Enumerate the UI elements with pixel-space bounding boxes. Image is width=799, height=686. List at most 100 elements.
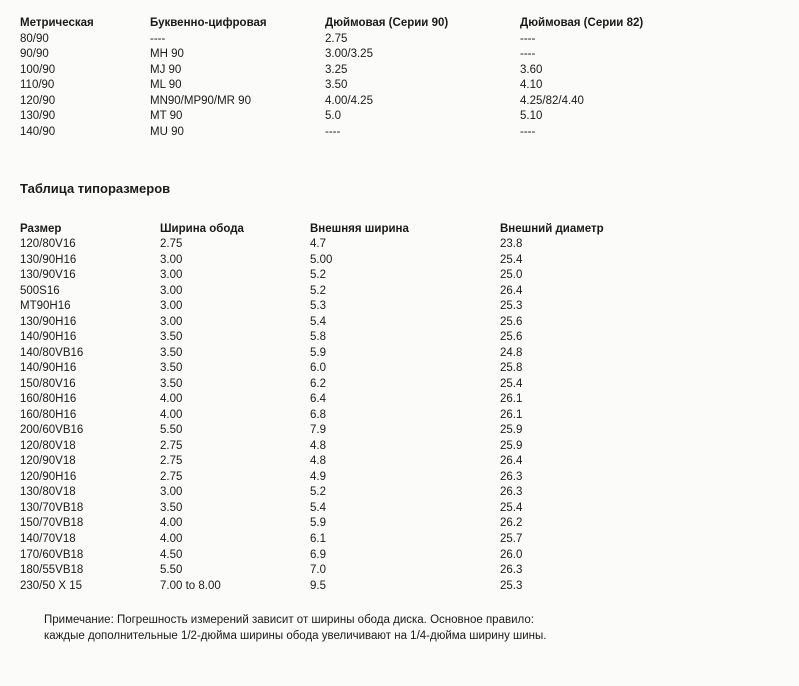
size-table-cell: 26.3 [500, 563, 700, 579]
footnote-line1: Примечание: Погрешность измерений зависи… [44, 614, 534, 626]
conversion-table-cell: 5.10 [520, 109, 720, 125]
size-table-cell: 5.00 [310, 253, 500, 269]
size-table-cell: 7.9 [310, 423, 500, 439]
conversion-table-cell: 80/90 [20, 32, 150, 48]
conversion-table-cell: 2.75 [325, 32, 520, 48]
size-table-cell: 5.4 [310, 501, 500, 517]
size-table-cell: 4.00 [160, 408, 310, 424]
size-table-cell: 140/90H16 [20, 330, 160, 346]
conversion-table-cell: 100/90 [20, 63, 150, 79]
conversion-table-cell: ML 90 [150, 78, 325, 94]
size-table-cell: 25.3 [500, 299, 700, 315]
size-table-cell: 4.50 [160, 548, 310, 564]
size-table-cell: 25.7 [500, 532, 700, 548]
size-table-cell: 140/80VB16 [20, 346, 160, 362]
conversion-table-cell: MU 90 [150, 125, 325, 141]
conversion-table-cell: ---- [150, 32, 325, 48]
size-table-cell: 6.9 [310, 548, 500, 564]
size-table-cell: 120/80V18 [20, 439, 160, 455]
conversion-table-cell: 110/90 [20, 78, 150, 94]
conversion-table-cell: 3.50 [325, 78, 520, 94]
size-table-cell: 25.6 [500, 330, 700, 346]
size-table-cell: 25.0 [500, 268, 700, 284]
size-table-cell: 3.50 [160, 346, 310, 362]
size-table-header: Размер [20, 222, 160, 238]
conversion-table-header: Дюймовая (Серии 90) [325, 16, 520, 32]
size-table-cell: 500S16 [20, 284, 160, 300]
size-table-cell: 160/80H16 [20, 408, 160, 424]
size-table-cell: 5.3 [310, 299, 500, 315]
conversion-table-cell: MJ 90 [150, 63, 325, 79]
size-table-cell: 26.3 [500, 485, 700, 501]
conversion-table-cell: ---- [520, 32, 720, 48]
conversion-table-cell: ---- [325, 125, 520, 141]
conversion-table-cell: 3.60 [520, 63, 720, 79]
size-table-header: Ширина обода [160, 222, 310, 238]
size-table-header: Внешняя ширина [310, 222, 500, 238]
size-table-cell: 5.8 [310, 330, 500, 346]
footnote-line2: каждые дополнительные 1/2-дюйма ширины о… [44, 630, 547, 642]
size-table-cell: 26.3 [500, 470, 700, 486]
size-table-cell: 3.00 [160, 253, 310, 269]
size-table-cell: 4.9 [310, 470, 500, 486]
size-table-cell: 130/80V18 [20, 485, 160, 501]
size-table-cell: 25.4 [500, 501, 700, 517]
size-table-header: Внешний диаметр [500, 222, 700, 238]
size-table-cell: 140/70V18 [20, 532, 160, 548]
size-table-cell: 25.6 [500, 315, 700, 331]
size-table-cell: 4.00 [160, 516, 310, 532]
size-table-cell: 5.9 [310, 346, 500, 362]
size-table-cell: 2.75 [160, 237, 310, 253]
size-table-cell: 5.2 [310, 284, 500, 300]
size-table-cell: 3.00 [160, 315, 310, 331]
conversion-table-cell: 5.0 [325, 109, 520, 125]
size-table-cell: 6.1 [310, 532, 500, 548]
size-table-cell: 5.4 [310, 315, 500, 331]
size-table-cell: 4.7 [310, 237, 500, 253]
size-table-cell: 25.4 [500, 377, 700, 393]
size-table-cell: 130/70VB18 [20, 501, 160, 517]
size-table-cell: 120/90H16 [20, 470, 160, 486]
conversion-table-cell: MT 90 [150, 109, 325, 125]
size-table-cell: 4.00 [160, 532, 310, 548]
size-table-cell: 130/90H16 [20, 253, 160, 269]
size-table-cell: 130/90H16 [20, 315, 160, 331]
size-table-cell: 3.50 [160, 501, 310, 517]
conversion-table-cell: ---- [520, 125, 720, 141]
size-table-cell: 2.75 [160, 439, 310, 455]
size-table-cell: 230/50 X 15 [20, 579, 160, 595]
size-table-cell: 25.9 [500, 439, 700, 455]
conversion-table-cell: ---- [520, 47, 720, 63]
size-table-cell: 5.50 [160, 563, 310, 579]
size-table-cell: 3.00 [160, 485, 310, 501]
size-table-cell: 2.75 [160, 470, 310, 486]
size-table-cell: 6.0 [310, 361, 500, 377]
conversion-table-cell: MH 90 [150, 47, 325, 63]
conversion-table-header: Дюймовая (Серии 82) [520, 16, 720, 32]
size-table-cell: 160/80H16 [20, 392, 160, 408]
size-table-cell: 9.5 [310, 579, 500, 595]
size-table-cell: 3.00 [160, 284, 310, 300]
conversion-table-cell: 4.10 [520, 78, 720, 94]
size-table-cell: 4.8 [310, 439, 500, 455]
footnote: Примечание: Погрешность измерений зависи… [20, 612, 779, 644]
size-table-cell: 200/60VB16 [20, 423, 160, 439]
size-table-cell: 5.2 [310, 485, 500, 501]
size-table-cell: 120/90V18 [20, 454, 160, 470]
size-table-cell: 25.3 [500, 579, 700, 595]
size-table-cell: 26.0 [500, 548, 700, 564]
size-table-cell: 3.50 [160, 377, 310, 393]
size-table-cell: 5.2 [310, 268, 500, 284]
conversion-table-cell: MN90/MP90/MR 90 [150, 94, 325, 110]
size-table-cell: 130/90V16 [20, 268, 160, 284]
size-table-cell: 3.50 [160, 330, 310, 346]
size-table-cell: 5.9 [310, 516, 500, 532]
conversion-table-cell: 90/90 [20, 47, 150, 63]
size-table-cell: 25.8 [500, 361, 700, 377]
size-table-cell: 2.75 [160, 454, 310, 470]
size-table-cell: 6.2 [310, 377, 500, 393]
size-table-cell: 3.00 [160, 268, 310, 284]
size-table-cell: 180/55VB18 [20, 563, 160, 579]
conversion-table: МетрическаяБуквенно-цифроваяДюймовая (Се… [20, 16, 779, 140]
conversion-table-cell: 130/90 [20, 109, 150, 125]
